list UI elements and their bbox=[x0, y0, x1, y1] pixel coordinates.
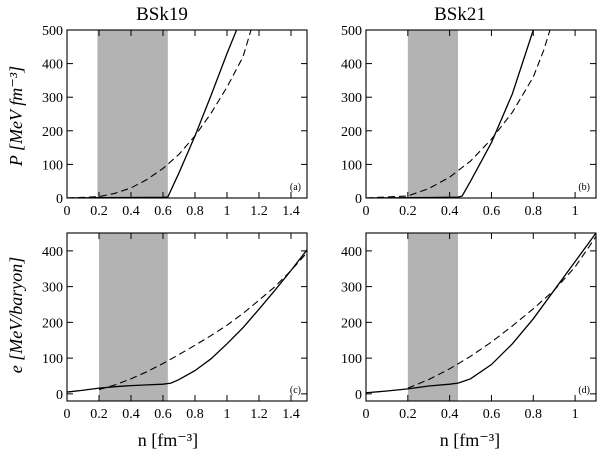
panel-tag-b: (b) bbox=[578, 182, 590, 193]
panel-d: 0 0.2 0.4 0.6 0.8 1 0 100 200 300 400 (d) bbox=[341, 232, 597, 422]
series-dashed-a bbox=[67, 30, 252, 198]
y-tick-label-b: 100 bbox=[341, 158, 362, 173]
x-tick-label-c: 0.8 bbox=[186, 407, 204, 422]
panel-tag-d: (d) bbox=[578, 385, 590, 396]
series-dashed-c bbox=[98, 252, 307, 391]
panel-tag-c: (c) bbox=[290, 385, 301, 396]
plot-frame-a bbox=[66, 29, 308, 199]
y-tick-label-b: 300 bbox=[341, 91, 362, 106]
x-tick-label-a: 0.6 bbox=[154, 204, 172, 219]
x-tick-label-c: 1.4 bbox=[282, 407, 300, 422]
y-tick-label-b: 200 bbox=[341, 125, 362, 140]
y-tick-label-d: 400 bbox=[341, 245, 362, 260]
y-tick-label-c: 300 bbox=[42, 281, 63, 296]
plot-frame-c bbox=[66, 232, 308, 402]
y-tick-label-b: 500 bbox=[341, 24, 362, 39]
plot-frame-b bbox=[365, 29, 597, 199]
x-tick-label-a: 1.2 bbox=[250, 204, 268, 219]
y-tick-label-d: 100 bbox=[341, 352, 362, 367]
x-tick-label-d: 0 bbox=[363, 407, 370, 422]
y-tick-label-a: 0 bbox=[56, 192, 63, 207]
series-dashed-d bbox=[407, 236, 596, 389]
plot-frame-d bbox=[365, 232, 597, 402]
shaded-band-b bbox=[407, 30, 458, 198]
y-tick-label-c: 0 bbox=[56, 388, 63, 403]
x-tick-label-d: 1 bbox=[572, 407, 579, 422]
x-tick-label-b: 0 bbox=[363, 204, 370, 219]
y-axis-title-bottom: e [MeV/baryon] bbox=[6, 257, 26, 373]
y-tick-label-d: 0 bbox=[355, 388, 362, 403]
y-tick-label-a: 200 bbox=[42, 125, 63, 140]
x-tick-label-d: 0.4 bbox=[441, 407, 459, 422]
panel-tag-a: (a) bbox=[290, 182, 301, 193]
y-tick-label-d: 300 bbox=[341, 281, 362, 296]
x-tick-label-b: 0.2 bbox=[399, 204, 417, 219]
panel-a: 0 0.2 0.4 0.6 0.8 1 1.2 1.4 0 100 200 300 400 500 (a) bbox=[42, 24, 308, 219]
x-tick-label-a: 0 bbox=[64, 204, 71, 219]
column-title-left: BSk19 bbox=[136, 4, 188, 25]
x-tick-label-b: 1 bbox=[572, 204, 579, 219]
x-tick-label-a: 1 bbox=[224, 204, 231, 219]
shaded-band-a bbox=[97, 30, 168, 198]
y-tick-label-a: 500 bbox=[42, 24, 63, 39]
x-axis-title-left: n [fm⁻³] bbox=[138, 430, 198, 450]
x-tick-label-a: 0.2 bbox=[90, 204, 108, 219]
y-tick-label-a: 100 bbox=[42, 158, 63, 173]
y-axis-title-top: P [MeV fm⁻³] bbox=[6, 66, 26, 167]
series-solid-d bbox=[366, 233, 596, 394]
x-tick-label-d: 0.2 bbox=[399, 407, 417, 422]
x-tick-label-a: 0.4 bbox=[122, 204, 140, 219]
x-tick-label-c: 0.6 bbox=[154, 407, 172, 422]
x-tick-label-d: 0.8 bbox=[525, 407, 543, 422]
y-tick-label-a: 400 bbox=[42, 58, 63, 73]
x-tick-label-a: 1.4 bbox=[282, 204, 300, 219]
y-tick-label-c: 400 bbox=[42, 245, 63, 260]
y-tick-label-c: 200 bbox=[42, 316, 63, 331]
column-title-right: BSk21 bbox=[434, 4, 486, 25]
y-tick-label-b: 0 bbox=[355, 192, 362, 207]
y-tick-label-c: 100 bbox=[42, 352, 63, 367]
y-tick-label-a: 300 bbox=[42, 91, 63, 106]
series-solid-c bbox=[67, 249, 307, 393]
x-tick-label-b: 0.4 bbox=[441, 204, 459, 219]
x-tick-label-d: 0.6 bbox=[483, 407, 501, 422]
series-dashed-b bbox=[366, 30, 551, 198]
x-tick-label-c: 0 bbox=[64, 407, 71, 422]
x-tick-label-c: 1 bbox=[224, 407, 231, 422]
x-tick-label-a: 0.8 bbox=[186, 204, 204, 219]
x-tick-label-c: 0.2 bbox=[90, 407, 108, 422]
panel-c: 0 0.2 0.4 0.6 0.8 1 1.2 1.4 0 100 200 300 400 (c) bbox=[42, 232, 308, 422]
x-tick-label-c: 1.2 bbox=[250, 407, 268, 422]
panel-b: 0 0.2 0.4 0.6 0.8 1 0 100 200 300 400 500 (b) bbox=[341, 24, 597, 219]
y-tick-label-d: 200 bbox=[341, 316, 362, 331]
y-tick-label-b: 400 bbox=[341, 58, 362, 73]
x-tick-label-b: 0.8 bbox=[525, 204, 543, 219]
shaded-band-c bbox=[99, 233, 168, 401]
panels: 0 0.2 0.4 0.6 0.8 1 1.2 1.40100200300400500(a)0… bbox=[42, 24, 597, 422]
x-tick-label-c: 0.4 bbox=[122, 407, 140, 422]
shaded-band-d bbox=[407, 233, 458, 401]
x-axis-title-right: n [fm⁻³] bbox=[440, 430, 500, 450]
x-tick-label-b: 0.6 bbox=[483, 204, 501, 219]
